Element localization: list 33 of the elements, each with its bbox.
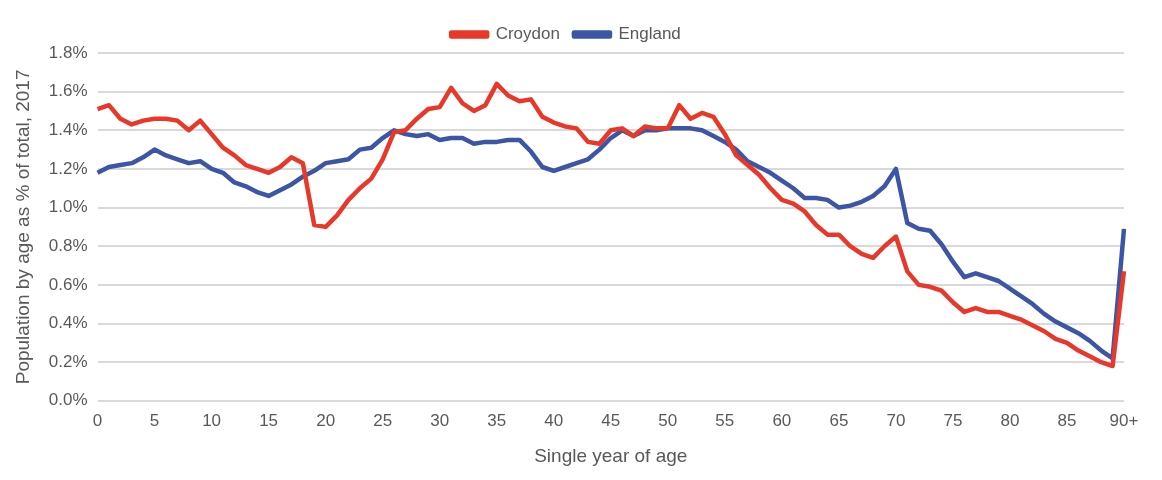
x-tick-label: 60: [772, 410, 792, 430]
y-tick-label: 0.6%: [48, 274, 88, 294]
x-tick-label: 40: [544, 410, 564, 430]
y-tick-label: 0.2%: [48, 351, 88, 371]
x-tick-label: 30: [430, 410, 450, 430]
legend-label: Croydon: [495, 24, 560, 44]
x-tick-label: 75: [943, 410, 963, 430]
x-tick-label: 65: [829, 410, 849, 430]
x-tick-label: 45: [601, 410, 621, 430]
y-tick-label: 0.4%: [48, 313, 88, 333]
x-tick-label: 85: [1057, 410, 1077, 430]
x-tick-label: 80: [1000, 410, 1020, 430]
x-tick-label: 70: [886, 410, 906, 430]
y-tick-label: 1.8%: [48, 42, 88, 62]
x-tick-label: 50: [658, 410, 678, 430]
y-tick-label: 0.8%: [48, 235, 88, 255]
x-tick-label: 20: [316, 410, 336, 430]
y-tick-label: 1.2%: [48, 158, 88, 178]
y-tick-label: 1.0%: [48, 197, 88, 217]
x-axis-title: Single year of age: [534, 444, 688, 466]
y-tick-label: 0.0%: [48, 390, 88, 410]
x-tick-label: 35: [487, 410, 507, 430]
y-axis-title: Population by age as % of total, 2017: [11, 69, 33, 385]
x-tick-label: 55: [715, 410, 735, 430]
x-tick-label: 10: [202, 410, 222, 430]
x-tick-label: 5: [149, 410, 160, 430]
y-tick-label: 1.4%: [48, 119, 88, 139]
x-tick-label: 90+: [1109, 410, 1139, 430]
y-tick-label: 1.6%: [48, 81, 88, 101]
x-tick-label: 15: [259, 410, 279, 430]
x-tick-label: 0: [92, 410, 103, 430]
x-tick-label: 25: [373, 410, 393, 430]
legend-label: England: [618, 24, 681, 44]
